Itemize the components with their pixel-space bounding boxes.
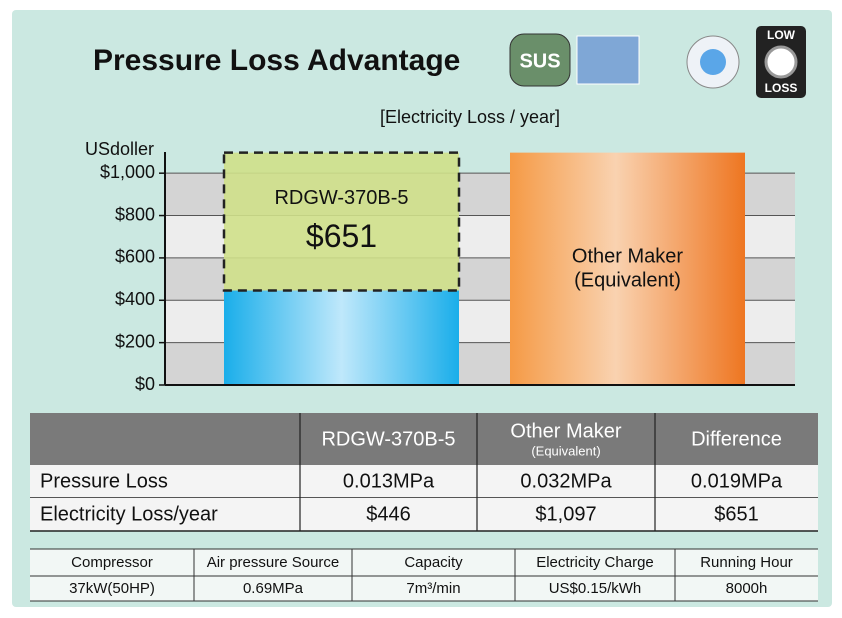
bar-label: RDGW-370B-5 — [274, 187, 408, 209]
difference-segment — [222, 151, 461, 292]
icon-drop — [700, 49, 726, 75]
table-row-bg — [30, 498, 818, 531]
y-tick-label: $600 — [115, 247, 155, 267]
spec-header: Electricity Charge — [536, 554, 654, 571]
icon-sus-text: SUS — [519, 50, 560, 72]
icon-gauge — [764, 45, 798, 79]
y-tick-label: $400 — [115, 289, 155, 309]
row-label: Electricity Loss/year — [40, 503, 218, 525]
bar-label: (Equivalent) — [574, 269, 681, 291]
spec-bg — [30, 549, 818, 601]
difference-label: $651 — [306, 218, 377, 254]
spec-cell: 0.69MPa — [243, 580, 304, 597]
spec-header: Compressor — [71, 554, 153, 571]
icon-loss-text: LOSS — [765, 81, 798, 95]
spec-cell: 37kW(50HP) — [69, 580, 155, 597]
chart-title: Pressure Loss Advantage — [93, 44, 460, 77]
spec-header: Running Hour — [700, 554, 793, 571]
y-tick-label: $1,000 — [100, 162, 155, 182]
table-row-bg — [30, 465, 818, 498]
spec-cell: 7m³/min — [406, 580, 460, 597]
spec-header: Air pressure Source — [207, 554, 340, 571]
icons: SUS LOW LOSS — [509, 26, 806, 98]
chart-subtitle: [Electricity Loss / year] — [380, 107, 560, 127]
spec-cell: US$0.15/kWh — [549, 580, 642, 597]
table-cell: 0.032MPa — [520, 470, 612, 492]
bar-label: Other Maker — [572, 245, 683, 267]
table-cell: 0.019MPa — [691, 470, 783, 492]
y-axis-label: USdoller — [85, 139, 154, 159]
bar — [224, 290, 459, 385]
plot: $0 $200 $400 $600 $800 $1,000 RDGW-370B-5 $651 O… — [100, 151, 795, 394]
row-label: Pressure Loss — [40, 470, 168, 492]
column-header: Other Maker — [510, 420, 621, 442]
column-header: RDGW-370B-5 — [321, 428, 455, 450]
spec-header: Capacity — [404, 554, 463, 571]
table-cell: $651 — [714, 503, 759, 525]
y-tick-label: $800 — [115, 204, 155, 224]
column-subheader: (Equivalent) — [531, 443, 600, 458]
tables: RDGW-370B-5 Other Maker(Equivalent) Differ… — [30, 413, 818, 602]
icon-low-text: LOW — [767, 28, 796, 42]
icon-mesh — [576, 35, 640, 85]
table-cell: 0.013MPa — [343, 470, 435, 492]
y-tick-label: $0 — [135, 374, 155, 394]
bar — [510, 152, 745, 385]
icon-sus — [509, 33, 571, 87]
spec-cell: 8000h — [726, 580, 768, 597]
table-cell: $446 — [366, 503, 411, 525]
table-header-bg — [30, 413, 818, 465]
column-header: Difference — [691, 428, 782, 450]
y-tick-label: $200 — [115, 331, 155, 351]
table-cell: $1,097 — [535, 503, 596, 525]
